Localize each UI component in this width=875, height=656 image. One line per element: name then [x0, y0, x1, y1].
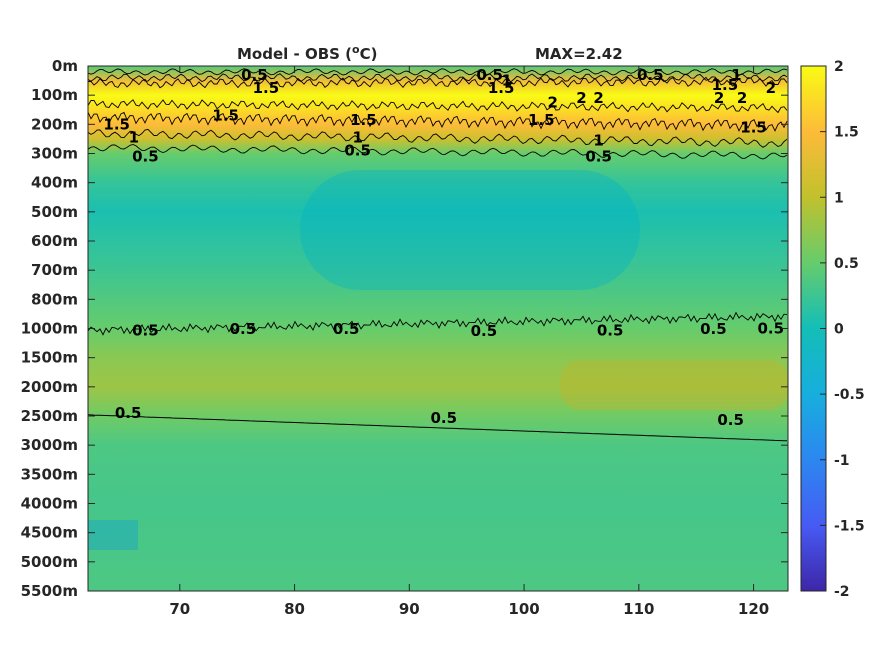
- y-tick-label: 5000m: [21, 553, 78, 571]
- contour-label: 0.5: [637, 66, 664, 84]
- x-tick-label: 90: [399, 600, 420, 618]
- max-annotation: MAX=2.42: [535, 45, 623, 63]
- contour-label: 1.5: [528, 111, 555, 129]
- y-tick-label: 5500m: [21, 582, 78, 600]
- y-tick-label: 4500m: [21, 524, 78, 542]
- contour-label: 2: [576, 89, 586, 107]
- contour-label: 0.5: [471, 322, 498, 340]
- contour-label: 0.5: [132, 321, 159, 339]
- x-tick-label: 110: [623, 600, 654, 618]
- contour-line: [87, 144, 788, 160]
- contour-label: 1.5: [712, 76, 739, 94]
- contour-label: 2: [714, 89, 724, 107]
- contour-label: 1.5: [740, 118, 767, 136]
- x-tick-label: 120: [738, 600, 769, 618]
- contour-label: 1: [731, 66, 741, 84]
- contour-line: [87, 414, 788, 442]
- y-tick-label: 2500m: [21, 407, 78, 425]
- colorbar: 2 1.5 1 0.5 0 -0.5 -1 -1.5 -2: [800, 59, 865, 600]
- y-tick-label: 4000m: [21, 495, 78, 513]
- contour-label: 1.5: [212, 107, 239, 125]
- y-axis: 0m 100m 200m 300m 400m 500m 600m 700m 800m 1000m 1…: [21, 57, 788, 600]
- y-tick-label: 700m: [31, 261, 78, 279]
- y-tick-label: 3000m: [21, 436, 78, 454]
- contour-label: 0.5: [333, 320, 360, 338]
- contour-line: [87, 76, 788, 89]
- colorbar-tick-label: 0: [834, 322, 844, 338]
- contour-label: 1.5: [253, 79, 280, 97]
- chart-title: Model - OBS (oC): [237, 43, 377, 63]
- contour-line: [87, 128, 788, 148]
- contour-label: 1: [129, 128, 139, 146]
- x-axis: 70 80 90 100 110 120: [169, 66, 769, 618]
- contour-label: 2: [593, 89, 603, 107]
- contour-label: 1.5: [488, 79, 515, 97]
- contour-label: 1: [352, 128, 362, 146]
- contour-label: 1.5: [103, 115, 130, 133]
- colorbar-tick-label: 1.5: [834, 125, 859, 141]
- contour-label: 0.5: [115, 404, 142, 422]
- contour-line: [87, 73, 788, 83]
- y-tick-label: 3500m: [21, 465, 78, 483]
- colorbar-tick-label: -2: [834, 584, 850, 600]
- colorbar-tick-label: -0.5: [834, 387, 865, 403]
- contour-label: 0.5: [757, 320, 784, 338]
- y-tick-label: 2000m: [21, 378, 78, 396]
- y-tick-label: 100m: [31, 86, 78, 104]
- contour-label: 0.5: [344, 142, 371, 160]
- contour-line: [87, 99, 788, 114]
- contour-label: 0.5: [717, 411, 744, 429]
- contour-label: 0.5: [430, 409, 457, 427]
- y-tick-label: 1000m: [21, 320, 78, 338]
- contour-label: 0.5: [132, 147, 159, 165]
- colorbar-tick-label: -1: [834, 453, 850, 469]
- contour-label: 1: [593, 131, 603, 149]
- contour-line: [87, 111, 788, 132]
- field-west-cool: [88, 520, 138, 550]
- colorbar-ticks: 2 1.5 1 0.5 0 -0.5 -1 -1.5 -2: [820, 59, 865, 600]
- y-tick-label: 200m: [31, 115, 78, 133]
- contour-label: 1: [502, 72, 512, 90]
- y-tick-label: 600m: [31, 232, 78, 250]
- x-tick-label: 70: [169, 600, 190, 618]
- x-tick-label: 80: [284, 600, 305, 618]
- contour-label: 0.5: [476, 66, 503, 84]
- colorbar-tick-label: 0.5: [834, 256, 859, 272]
- contour-label: 1.5: [350, 111, 377, 129]
- contour-label: 2: [766, 79, 776, 97]
- contour-label: 0.5: [230, 320, 257, 338]
- field-east-warm: [560, 360, 788, 410]
- contour-lines: [87, 68, 788, 442]
- contour-label: 0.5: [241, 66, 268, 84]
- contour-label: 0.5: [597, 321, 624, 339]
- y-tick-label: 800m: [31, 290, 78, 308]
- x-tick-label: 100: [508, 600, 539, 618]
- colorbar-tick-label: 1: [834, 190, 844, 206]
- contour-line: [87, 68, 788, 76]
- colorbar-tick-label: -1.5: [834, 518, 865, 534]
- contour-line: [87, 311, 788, 336]
- y-tick-label: 500m: [31, 203, 78, 221]
- contour-label: 2: [548, 93, 558, 111]
- contour-label: 2: [737, 89, 747, 107]
- y-tick-label: 400m: [31, 174, 78, 192]
- colorbar-tick-label: 2: [834, 59, 844, 75]
- y-tick-label: 0m: [52, 57, 78, 75]
- contour-label: 0.5: [585, 147, 612, 165]
- contour-label: 0.5: [700, 320, 727, 338]
- field-center-shade: [300, 170, 640, 290]
- y-tick-label: 1500m: [21, 349, 78, 367]
- y-tick-label: 300m: [31, 145, 78, 163]
